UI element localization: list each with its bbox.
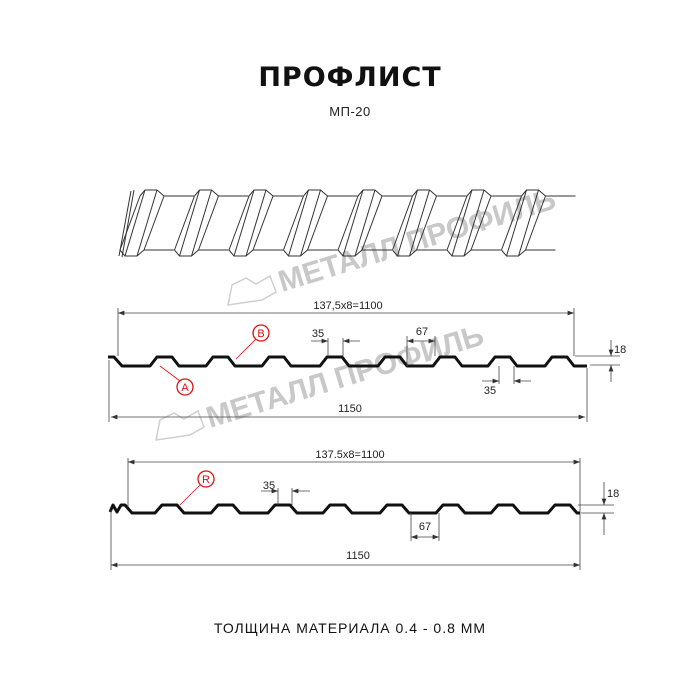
trough-label: 67 bbox=[416, 326, 428, 338]
rib-top-label: 35 bbox=[263, 480, 275, 492]
callout-a: A bbox=[159, 365, 194, 396]
page-title: ПРОФЛИСТ bbox=[258, 62, 442, 93]
sheet-3d-view bbox=[118, 189, 576, 258]
profile-bottom-outline bbox=[108, 503, 580, 515]
watermark-logo-icon bbox=[227, 274, 277, 306]
model-label: МП-20 bbox=[329, 104, 371, 119]
height-label: 18 bbox=[607, 488, 619, 500]
width-label: 1150 bbox=[338, 403, 362, 415]
profile-top-outline bbox=[108, 355, 587, 368]
pitch-label: 137,5x8=1100 bbox=[313, 300, 382, 312]
svg-text:B: B bbox=[257, 328, 264, 340]
rib-bottom-label: 35 bbox=[484, 385, 496, 397]
profile-top: 137,5x8=1100 1150 35 67 35 18 A B bbox=[108, 300, 626, 422]
material-thickness: ТОЛЩИНА МАТЕРИАЛА 0.4 - 0.8 ММ bbox=[213, 620, 487, 636]
watermark-logo-icon bbox=[155, 409, 205, 441]
pitch-label: 137.5x8=1100 bbox=[315, 449, 384, 461]
svg-text:A: A bbox=[181, 382, 189, 394]
profile-bottom: 137.5x8=1100 1150 35 67 18 R bbox=[108, 449, 619, 570]
callout-r: R bbox=[179, 470, 215, 506]
width-label: 1150 bbox=[346, 550, 370, 562]
rib-top-label: 35 bbox=[312, 328, 324, 340]
trough-label: 67 bbox=[419, 521, 431, 533]
callout-b: B bbox=[235, 324, 270, 360]
height-label: 18 bbox=[614, 344, 626, 356]
svg-text:R: R bbox=[202, 474, 210, 486]
